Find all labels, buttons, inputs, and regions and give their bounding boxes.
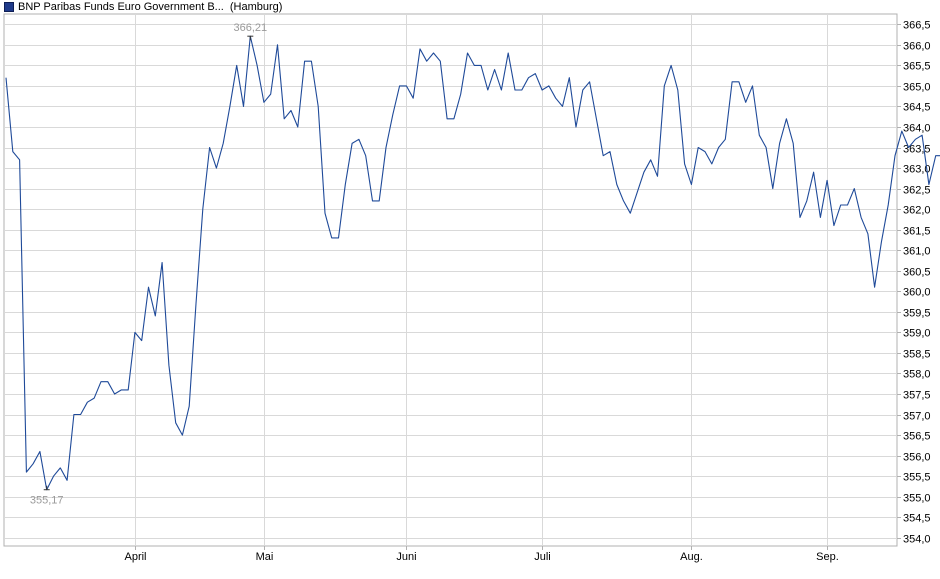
chart-legend: BNP Paribas Funds Euro Government B... (… bbox=[4, 0, 288, 14]
legend-exchange: (Hamburg) bbox=[229, 1, 283, 13]
y-tick-label: 354,0 bbox=[903, 534, 931, 546]
y-tick-label: 358,0 bbox=[903, 369, 931, 381]
legend-swatch-icon bbox=[4, 2, 14, 12]
x-tick-label: Mai bbox=[256, 551, 274, 563]
y-tick-label: 358,5 bbox=[903, 349, 931, 361]
y-tick-label: 366,5 bbox=[903, 20, 931, 32]
legend-series-name: BNP Paribas Funds Euro Government B... bbox=[18, 1, 224, 13]
grid-layer bbox=[3, 13, 898, 547]
y-tick-label: 360,0 bbox=[903, 287, 931, 299]
y-tick-label: 355,5 bbox=[903, 472, 931, 484]
x-tick-label: April bbox=[124, 551, 146, 563]
y-tick-label: 363,0 bbox=[903, 164, 931, 176]
price-series-line bbox=[5, 35, 940, 491]
max-point-label: 366,21 bbox=[233, 22, 267, 34]
series-layer bbox=[5, 35, 940, 491]
extreme-markers: 366,21 355,17 bbox=[30, 22, 267, 507]
y-tick-label: 359,5 bbox=[903, 308, 931, 320]
y-tick-label: 356,0 bbox=[903, 452, 931, 464]
y-tick-label: 365,5 bbox=[903, 61, 931, 73]
x-tick-label: Juni bbox=[396, 551, 416, 563]
x-tick-label: Sep. bbox=[816, 551, 839, 563]
x-tick-label: Aug. bbox=[680, 551, 703, 563]
y-tick-label: 361,0 bbox=[903, 246, 931, 258]
plot-frame bbox=[3, 13, 898, 547]
y-tick-label: 366,0 bbox=[903, 41, 931, 53]
y-tick-label: 361,5 bbox=[903, 226, 931, 238]
y-tick-label: 357,5 bbox=[903, 390, 931, 402]
x-tick-label: Juli bbox=[534, 551, 551, 563]
y-tick-label: 364,5 bbox=[903, 102, 931, 114]
y-tick-label: 360,5 bbox=[903, 267, 931, 279]
y-tick-label: 362,0 bbox=[903, 205, 931, 217]
y-tick-label: 355,0 bbox=[903, 493, 931, 505]
y-tick-label: 356,5 bbox=[903, 431, 931, 443]
y-tick-label: 357,0 bbox=[903, 411, 931, 423]
min-point-label: 355,17 bbox=[30, 495, 64, 507]
y-tick-label: 354,5 bbox=[903, 513, 931, 525]
y-tick-label: 365,0 bbox=[903, 82, 931, 94]
y-tick-label: 364,0 bbox=[903, 123, 931, 135]
y-tick-label: 362,5 bbox=[903, 185, 931, 197]
y-tick-label: 359,0 bbox=[903, 328, 931, 340]
axis-layer: 354,0 354,5 355,0 355,5 356,0 356,5 357,0 357,5… bbox=[124, 20, 930, 564]
